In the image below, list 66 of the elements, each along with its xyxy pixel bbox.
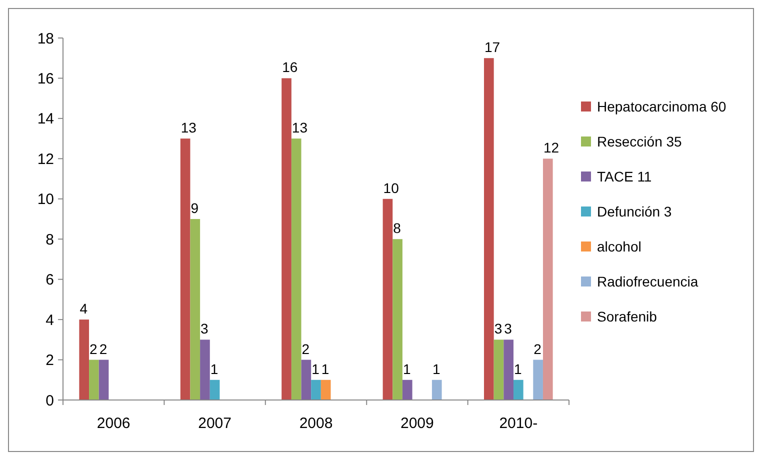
data-label: 1 — [402, 360, 411, 377]
x-tick-label: 2009 — [400, 415, 434, 432]
y-tick-label: 16 — [37, 70, 54, 88]
legend-label: Sorafenib — [597, 308, 658, 324]
x-tick-label: 2008 — [299, 415, 333, 432]
bar — [200, 340, 210, 400]
bar — [382, 198, 393, 400]
bar — [291, 138, 302, 400]
bar — [484, 58, 494, 400]
data-label: 2 — [534, 340, 542, 357]
data-label: 4 — [80, 300, 88, 317]
legend-label: TACE 11 — [597, 168, 652, 184]
y-tick-label: 10 — [37, 191, 54, 208]
data-label: 1 — [514, 360, 522, 377]
data-label: 2 — [99, 340, 108, 357]
data-label: 2 — [90, 340, 98, 357]
y-tick-label: 0 — [46, 392, 54, 410]
bar — [89, 360, 99, 400]
bar — [311, 380, 321, 400]
legend-label: Defunción 3 — [597, 203, 672, 220]
x-tick-label: 2007 — [198, 415, 232, 432]
data-label: 9 — [190, 200, 199, 216]
y-tick-label: 2 — [46, 352, 54, 370]
bar — [504, 340, 514, 400]
data-label: 17 — [484, 39, 500, 56]
x-tick-label: 2010- — [499, 415, 538, 432]
y-tick-label: 14 — [37, 110, 54, 128]
x-tick-label: 2006 — [96, 415, 130, 432]
data-label: 1 — [210, 360, 218, 377]
data-label: 1 — [432, 360, 440, 377]
data-label: 3 — [504, 320, 512, 337]
legend-label: Radiofrecuencia — [597, 273, 698, 290]
data-label: 3 — [200, 320, 209, 337]
bar — [180, 138, 190, 400]
bar — [79, 320, 90, 400]
data-label: 3 — [494, 320, 502, 337]
data-label: 13 — [292, 120, 308, 136]
data-label: 13 — [180, 120, 197, 136]
y-tick-label: 12 — [37, 150, 54, 168]
legend-label: Hepatocarcinoma 60 — [597, 98, 726, 114]
bar — [513, 380, 524, 400]
bar — [494, 340, 504, 400]
y-tick-label: 6 — [46, 272, 54, 289]
y-tick-label: 8 — [46, 231, 54, 248]
data-label: 10 — [383, 180, 400, 196]
bar — [320, 380, 331, 400]
bar — [533, 360, 543, 400]
bar — [98, 360, 109, 400]
data-label: 2 — [302, 340, 310, 357]
legend-label: Resección 35 — [597, 133, 682, 150]
data-label: 1 — [321, 360, 330, 377]
bar — [392, 239, 402, 400]
bar — [210, 380, 220, 400]
data-label: 16 — [282, 59, 298, 76]
data-label: 8 — [393, 220, 402, 236]
data-label: 12 — [543, 140, 560, 156]
legend-label: alcohol — [597, 238, 642, 254]
y-tick-label: 18 — [37, 30, 54, 48]
bar — [402, 380, 412, 400]
bar — [190, 219, 200, 400]
bar — [301, 360, 312, 400]
bar — [282, 78, 292, 400]
data-label: 1 — [312, 360, 320, 377]
bar — [432, 380, 442, 400]
y-tick-label: 4 — [46, 312, 54, 329]
bar — [542, 158, 553, 400]
